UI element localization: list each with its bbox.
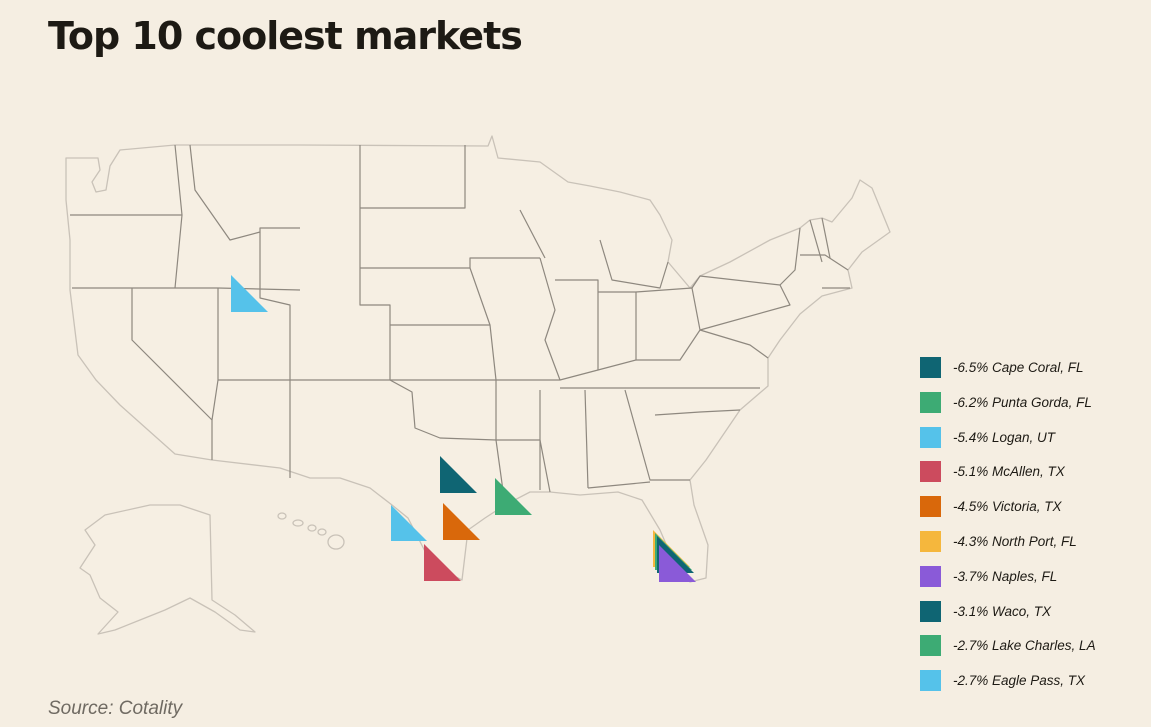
legend-item: -4.3% North Port, FL bbox=[920, 530, 1120, 552]
source-note: Source: Cotality bbox=[48, 698, 183, 719]
marker-waco bbox=[440, 456, 477, 493]
legend-item: -6.2% Punta Gorda, FL bbox=[920, 391, 1120, 413]
marker-lake-charles bbox=[495, 478, 532, 515]
legend-item: -6.5% Cape Coral, FL bbox=[920, 357, 1120, 378]
legend-label: -4.5% Victoria, TX bbox=[953, 499, 1062, 515]
legend-item: -2.7% Eagle Pass, TX bbox=[920, 670, 1120, 692]
legend-item: -3.7% Naples, FL bbox=[920, 565, 1120, 587]
marker-logan bbox=[231, 275, 268, 312]
legend-item: -2.7% Lake Charles, LA bbox=[920, 635, 1120, 657]
legend-label: -2.7% Lake Charles, LA bbox=[953, 638, 1096, 654]
marker-victoria bbox=[443, 503, 480, 540]
marker-mcallen bbox=[424, 544, 461, 581]
legend-label: -5.1% McAllen, TX bbox=[953, 464, 1065, 480]
legend-item: -3.1% Waco, TX bbox=[920, 600, 1120, 622]
us-outline bbox=[65, 135, 891, 583]
legend-swatch bbox=[920, 426, 941, 448]
legend-item: -5.1% McAllen, TX bbox=[920, 461, 1120, 483]
page-title: Top 10 coolest markets bbox=[48, 14, 523, 58]
alaska-outline bbox=[79, 504, 256, 635]
legend-swatch bbox=[920, 496, 941, 518]
legend-label: -6.5% Cape Coral, FL bbox=[953, 360, 1084, 375]
legend-swatch bbox=[920, 635, 941, 657]
legend-swatch bbox=[920, 461, 941, 483]
state-borders bbox=[70, 144, 850, 506]
legend-label: -6.2% Punta Gorda, FL bbox=[953, 394, 1092, 410]
hawaii-islands bbox=[277, 512, 345, 550]
legend-swatch bbox=[920, 391, 941, 413]
market-markers bbox=[231, 275, 696, 582]
legend-label: -4.3% North Port, FL bbox=[953, 533, 1077, 549]
legend-item: -5.4% Logan, UT bbox=[920, 426, 1120, 448]
legend-label: -3.1% Waco, TX bbox=[953, 603, 1052, 619]
legend-swatch bbox=[920, 357, 941, 378]
marker-naples bbox=[659, 545, 696, 582]
legend-label: -3.7% Naples, FL bbox=[953, 568, 1058, 584]
legend-label: -5.4% Logan, UT bbox=[953, 429, 1056, 445]
legend-item: -4.5% Victoria, TX bbox=[920, 496, 1120, 518]
legend-swatch bbox=[920, 565, 941, 587]
marker-eagle-pass bbox=[391, 505, 427, 541]
legend-swatch bbox=[920, 600, 941, 622]
legend-swatch bbox=[920, 670, 941, 692]
legend: -6.5% Cape Coral, FL -6.2% Punta Gorda, … bbox=[920, 357, 1120, 705]
legend-swatch bbox=[920, 530, 941, 552]
legend-label: -2.7% Eagle Pass, TX bbox=[953, 673, 1086, 689]
